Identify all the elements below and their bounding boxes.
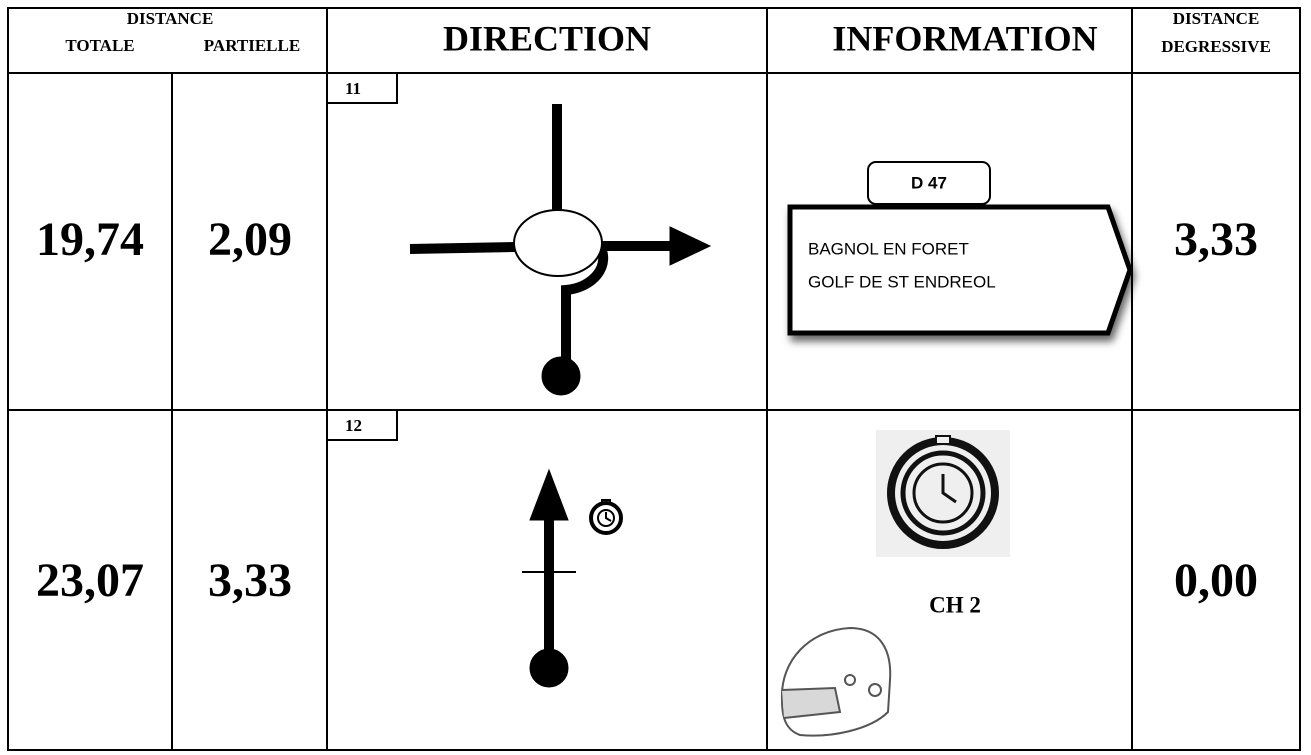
header-total: TOTALE xyxy=(65,36,134,55)
header-distance: DISTANCE xyxy=(127,9,214,28)
road-number: D 47 xyxy=(911,173,947,192)
header-direction: DIRECTION xyxy=(443,18,651,58)
header-remaining-sub: DEGRESSIVE xyxy=(1161,37,1271,56)
header-remaining: DISTANCE xyxy=(1173,9,1260,28)
road-sign: D 47 BAGNOL EN FORET GOLF DE ST ENDREOL xyxy=(787,161,1133,336)
remaining-distance: 3,33 xyxy=(1174,213,1258,266)
time-control-icon xyxy=(876,430,1010,557)
helmet-icon xyxy=(780,626,892,737)
total-distance: 19,74 xyxy=(36,213,144,266)
control-label: CH 2 xyxy=(929,592,981,617)
header-information: INFORMATION xyxy=(832,18,1097,58)
straight-diagram xyxy=(522,468,623,688)
total-distance: 23,07 xyxy=(36,554,144,607)
roundabout-diagram xyxy=(409,104,712,396)
partial-distance: 3,33 xyxy=(208,554,292,607)
step-box: 11 12 xyxy=(327,73,398,441)
table-grid xyxy=(7,7,1301,751)
partial-distance: 2,09 xyxy=(208,213,292,266)
step-number: 11 xyxy=(345,79,361,98)
sign-line: BAGNOL EN FORET xyxy=(808,239,969,258)
remaining-distance: 0,00 xyxy=(1174,554,1258,607)
sign-line: GOLF DE ST ENDREOL xyxy=(808,272,996,291)
clock-icon xyxy=(589,499,623,535)
header-partial: PARTIELLE xyxy=(204,36,300,55)
step-number: 12 xyxy=(345,416,362,435)
